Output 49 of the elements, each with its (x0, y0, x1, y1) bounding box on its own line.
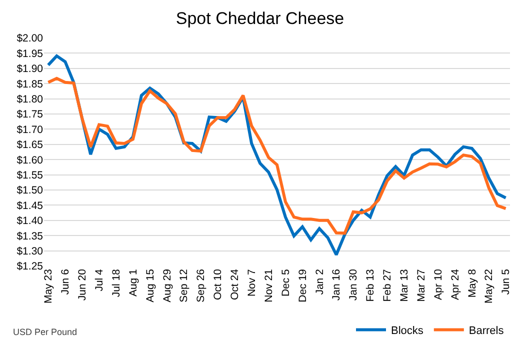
x-tick-label: Apr 10 (432, 268, 444, 300)
x-tick-label: Aug 1 (127, 268, 140, 297)
x-tick-label: Jul 18 (110, 268, 122, 298)
legend-label: Barrels (468, 325, 504, 338)
y-tick-label: $1.55 (16, 169, 44, 182)
line-series (46, 76, 508, 235)
y-tick-label: $1.90 (16, 63, 44, 76)
legend-label: Blocks (391, 325, 424, 338)
x-tick-label: Aug 15 (144, 268, 156, 302)
x-tick-label: Jun 20 (76, 268, 89, 301)
y-tick-label: $1.40 (16, 215, 44, 228)
x-tick-label: Jan 2 (314, 268, 326, 295)
x-tick-label: Nov 7 (246, 268, 258, 297)
y-tick-label: $1.25 (16, 260, 44, 273)
y-tick-label: $1.60 (16, 154, 44, 166)
x-tick-label: Dec 5 (280, 268, 292, 297)
y-tick-label: $1.80 (16, 93, 44, 106)
y-tick-label: $1.85 (16, 78, 44, 90)
x-tick-label: Nov 21 (262, 268, 275, 302)
x-tick-label: Jul 4 (93, 268, 106, 292)
y-tick-label: $2.00 (16, 32, 44, 45)
x-tick-label: Aug 29 (161, 268, 174, 302)
text: USD Per Pound (13, 327, 78, 337)
x-tick-label: Oct 24 (229, 268, 242, 300)
x-tick-label: May 23 (42, 268, 55, 304)
x-tick-label: Apr 24 (449, 268, 462, 300)
y-tick-label: $1.50 (16, 184, 44, 197)
x-tick-label: May 22 (483, 268, 496, 304)
x-tick-label: Mar 13 (398, 268, 411, 302)
y-tick-label: $1.75 (16, 108, 44, 121)
y-tick-label: $1.35 (16, 230, 44, 242)
y-tick-label: $1.30 (16, 245, 44, 258)
x-tick-label: Jan 30 (348, 268, 360, 301)
x-tick-label: Sep 12 (178, 268, 190, 302)
y-tick-label: $1.45 (16, 200, 44, 212)
x-tick-label: Jan 16 (330, 268, 343, 301)
y-tick-label: $1.70 (16, 124, 44, 136)
x-tick-label: Jun 6 (60, 268, 72, 295)
x-tick-label: Mar 27 (415, 268, 428, 302)
x-tick-label: Sep 26 (195, 268, 208, 302)
chart-title: Spot Cheddar Cheese (176, 9, 344, 28)
x-tick-label: May 8 (466, 268, 478, 298)
x-tick-label: Feb 13 (364, 268, 377, 302)
x-tick-label: Oct 10 (212, 268, 224, 300)
y-tick-label: $1.65 (16, 139, 44, 152)
x-tick-label: Dec 19 (296, 268, 309, 302)
x-tick-label: Jun 5 (500, 268, 512, 295)
y-tick-label: $1.95 (16, 48, 44, 60)
x-tick-label: Feb 27 (382, 268, 394, 302)
